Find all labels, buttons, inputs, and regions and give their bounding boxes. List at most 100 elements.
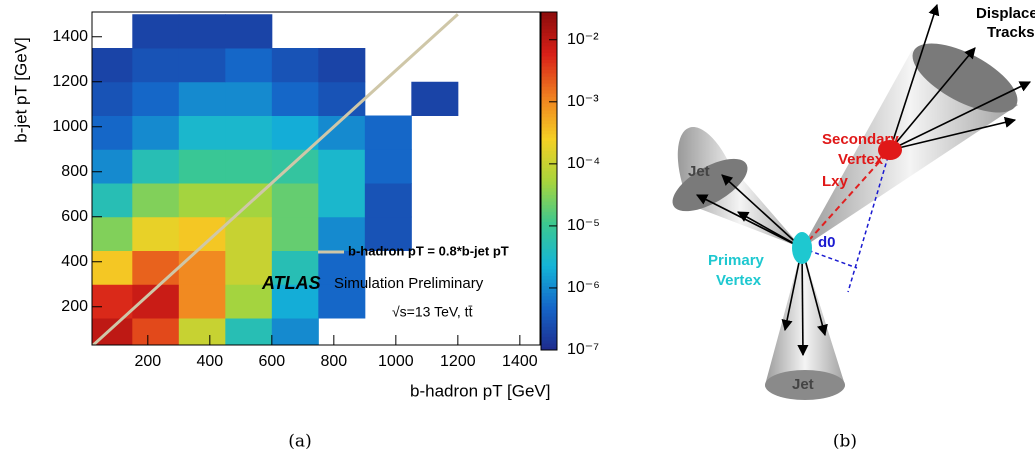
- colorbar-strip: [541, 322, 557, 327]
- colorbar-strip: [541, 306, 557, 310]
- heatmap-cell: [225, 48, 273, 83]
- colorbar-strip: [541, 299, 557, 304]
- colorbar-strip: [541, 201, 557, 206]
- colorbar-strip: [541, 89, 557, 94]
- z-tick-label: 10⁻⁴: [567, 155, 600, 172]
- colorbar-strip: [541, 59, 557, 64]
- x-tick-label: 600: [258, 353, 285, 370]
- atlas-label: ATLAS: [261, 273, 321, 293]
- heatmap-cell: [92, 149, 133, 184]
- colorbar-strip: [541, 82, 557, 87]
- heatmap-cell: [178, 115, 226, 150]
- colorbar-strip: [541, 86, 557, 91]
- heatmap-cell: [178, 81, 226, 116]
- y-tick-label: 1400: [52, 28, 88, 45]
- heatmap-cell: [225, 216, 273, 251]
- colorbar-strip: [541, 69, 557, 74]
- colorbar-strip: [541, 235, 557, 239]
- caption: (a): [288, 432, 311, 452]
- colorbar-strip: [541, 329, 557, 334]
- heatmap-cell: [178, 183, 226, 218]
- label: Secondary: [822, 131, 899, 148]
- colorbar-strip: [541, 204, 557, 209]
- colorbar-strip: [541, 153, 557, 158]
- heatmap-cell: [318, 81, 366, 116]
- heatmap-cell: [271, 250, 319, 285]
- vertex-diagram: Displaced Tracks Secondary Vertex Lxy d0…: [672, 3, 1035, 400]
- colorbar-strip: [541, 211, 557, 216]
- colorbar-strip: [541, 265, 557, 270]
- colorbar-strip: [541, 133, 557, 138]
- heatmap-cell: [92, 216, 133, 251]
- colorbar-strip: [541, 137, 557, 141]
- colorbar-strip: [541, 333, 557, 337]
- colorbar-strip: [541, 174, 557, 179]
- colorbar-strip: [541, 272, 557, 277]
- x-tick-label: 1000: [378, 353, 414, 370]
- energy-label: √s=13 TeV, tt̄: [392, 304, 473, 320]
- z-tick-label: 10⁻⁵: [567, 217, 600, 234]
- label: Jet: [688, 163, 710, 180]
- x-axis-title: b-hadron pT [GeV]: [410, 381, 551, 400]
- colorbar-strip: [541, 150, 557, 155]
- heatmap-cell: [318, 216, 366, 251]
- colorbar-strip: [541, 167, 557, 172]
- heatmap-cell: [132, 115, 180, 150]
- colorbar-strip: [541, 292, 557, 297]
- colorbar-strip: [541, 22, 557, 27]
- z-tick-label: 10⁻³: [567, 93, 599, 110]
- cone-cap: [765, 370, 845, 400]
- colorbar-strip: [541, 49, 557, 54]
- label: Primary: [708, 252, 765, 269]
- colorbar-strip: [541, 187, 557, 192]
- x-tick-label: 200: [134, 353, 161, 370]
- heatmap-cell: [132, 216, 180, 251]
- heatmap-cell: [364, 216, 412, 251]
- colorbar-strip: [541, 39, 557, 43]
- colorbar-strip: [541, 191, 557, 196]
- heatmap-cell: [225, 149, 273, 184]
- colorbar-strip: [541, 214, 557, 219]
- colorbar-strip: [541, 93, 557, 97]
- colorbar-strip: [541, 251, 557, 256]
- colorbar-strip: [541, 35, 557, 40]
- heatmap-cell: [271, 284, 319, 319]
- colorbar-strip: [541, 130, 557, 135]
- colorbar-strip: [541, 336, 557, 341]
- colorbar-strip: [541, 62, 557, 67]
- colorbar-strip: [541, 45, 557, 50]
- colorbar-strip: [541, 103, 557, 108]
- colorbar-strip: [541, 346, 557, 351]
- colorbar-strip: [541, 126, 557, 131]
- colorbar-strip: [541, 110, 557, 114]
- heatmap-cell: [132, 183, 180, 218]
- colorbar-strip: [541, 258, 557, 263]
- colorbar-strip: [541, 289, 557, 294]
- heatmap-cell: [411, 81, 459, 116]
- y-tick-label: 200: [61, 298, 88, 315]
- heatmap-cell: [178, 318, 226, 345]
- colorbar-strip: [541, 32, 557, 37]
- heatmap-cell: [132, 14, 180, 49]
- y-tick-label: 400: [61, 253, 88, 270]
- legend-label: b-hadron pT = 0.8*b-jet pT: [348, 243, 509, 258]
- z-tick-label: 10⁻⁶: [567, 279, 600, 296]
- colorbar-strip: [541, 255, 557, 260]
- colorbar-strip: [541, 140, 557, 145]
- colorbar-strip: [541, 79, 557, 84]
- colorbar-strip: [541, 120, 557, 125]
- colorbar-strip: [541, 312, 557, 317]
- colorbar-strip: [541, 116, 557, 121]
- colorbar-strip: [541, 228, 557, 233]
- heatmap-cell: [92, 318, 133, 345]
- colorbar-strip: [541, 123, 557, 128]
- heatmap-cell: [271, 115, 319, 150]
- colorbar-strip: [541, 197, 557, 202]
- y-tick-label: 1000: [52, 118, 88, 135]
- cone-cap: [912, 43, 1018, 113]
- heatmap-cell: [225, 318, 273, 345]
- colorbar-strip: [541, 316, 557, 321]
- colorbar-strip: [541, 113, 557, 118]
- colorbar-strip: [541, 28, 557, 33]
- colorbar-strip: [541, 326, 557, 331]
